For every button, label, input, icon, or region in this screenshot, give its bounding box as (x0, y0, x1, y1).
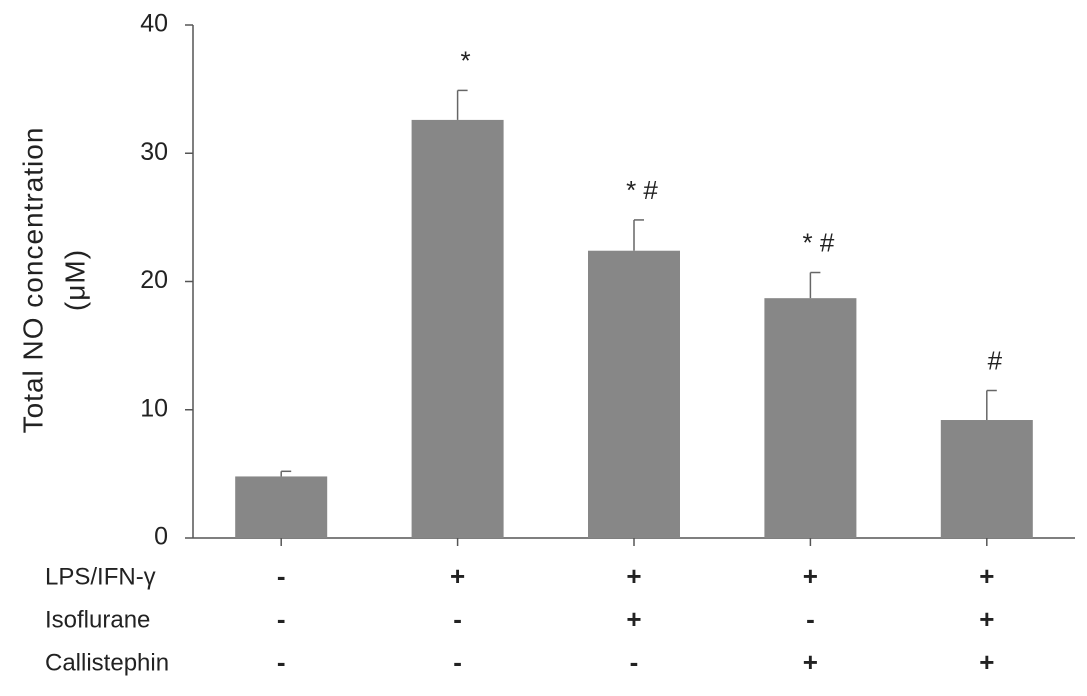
bar (411, 119, 504, 538)
bar (764, 298, 857, 538)
error-bar (280, 470, 292, 477)
treatment-sign: - (453, 647, 462, 677)
row-label: Callistephin (45, 649, 169, 676)
treatment-sign: - (277, 561, 286, 591)
bar (235, 476, 328, 538)
y-tick-label: 30 (140, 138, 168, 166)
treatment-sign: + (979, 561, 994, 591)
row-label: LPS/IFN-γ (45, 563, 156, 590)
error-bar (456, 89, 468, 120)
error-bar (809, 271, 821, 299)
treatment-sign: - (277, 604, 286, 634)
error-bar (986, 389, 997, 421)
row-label: Isoflurane (45, 606, 150, 633)
bar (940, 420, 1033, 538)
y-axis-label: Total NO concentration (17, 127, 48, 434)
annotation: * (461, 45, 471, 75)
annotation: # (988, 345, 1003, 375)
treatment-sign: - (806, 604, 815, 634)
treatment-sign: + (803, 647, 818, 677)
y-axis-label: (μM) (59, 249, 90, 311)
treatment-sign: - (630, 647, 639, 677)
treatment-sign: - (277, 647, 286, 677)
treatment-sign: + (979, 604, 994, 634)
y-tick-label: 10 (140, 394, 168, 422)
y-tick-label: 20 (140, 266, 168, 294)
y-tick-label: 0 (154, 523, 168, 551)
treatment-sign: + (803, 561, 818, 591)
y-tick-label: 40 (140, 10, 168, 38)
treatment-sign: + (979, 647, 994, 677)
treatment-sign: + (626, 561, 641, 591)
treatment-sign: - (453, 604, 462, 634)
error-bar (633, 219, 644, 251)
annotation: * # (626, 175, 658, 205)
treatment-sign: + (626, 604, 641, 634)
bar (588, 250, 680, 538)
treatment-sign: + (450, 561, 465, 591)
annotation: * # (802, 227, 834, 257)
